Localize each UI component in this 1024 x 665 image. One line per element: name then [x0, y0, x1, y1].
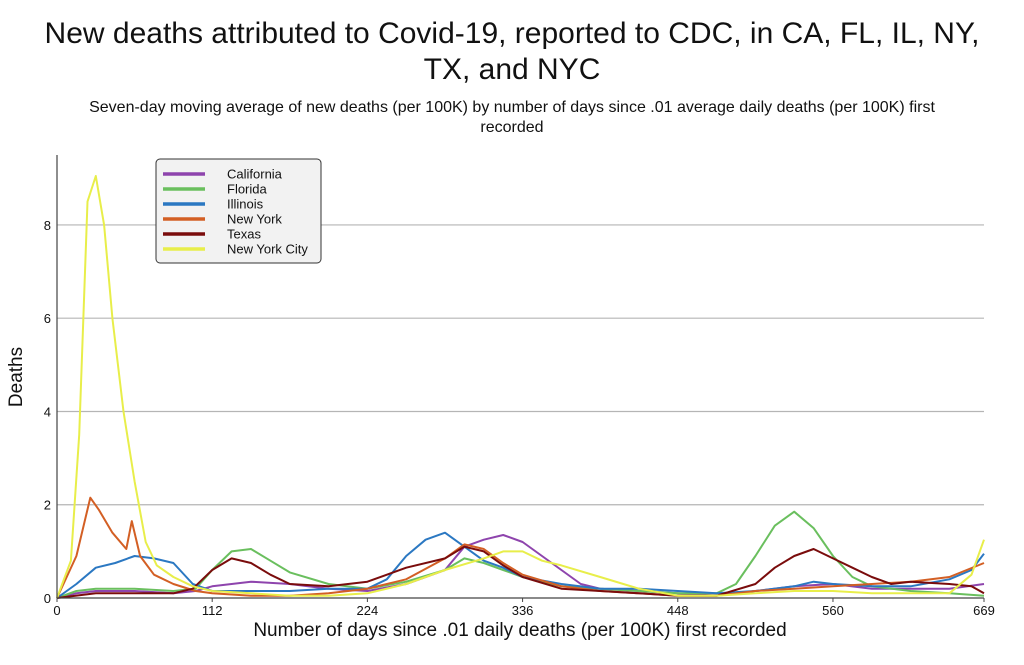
legend-label-california: California — [227, 167, 283, 182]
legend-label-new-york-city: New York City — [227, 242, 308, 257]
series-line-texas — [56, 545, 985, 599]
x-axis-label: Number of days since .01 daily deaths (p… — [253, 620, 786, 641]
y-tick-label: 2 — [44, 498, 51, 513]
legend-label-florida: Florida — [227, 182, 268, 197]
chart-subtitle-line1: Seven-day moving average of new deaths (… — [89, 99, 935, 116]
y-tick-label: 6 — [44, 311, 51, 326]
x-tick-label: 336 — [512, 603, 534, 618]
x-tick-label: 448 — [667, 603, 689, 618]
chart-title-line1: New deaths attributed to Covid-19, repor… — [44, 17, 980, 50]
x-tick-label: 669 — [973, 603, 995, 618]
series-line-new-york — [56, 496, 985, 599]
chart-subtitle: Seven-day moving average of new deaths (… — [0, 98, 1024, 138]
axes: 0 2 4 6 8 0 112 224 336 448 560 669 — [44, 155, 995, 618]
y-tick-label: 4 — [44, 404, 51, 419]
x-tick-label: 0 — [53, 603, 60, 618]
legend-label-new-york: New York — [227, 212, 282, 227]
chart-title: New deaths attributed to Covid-19, repor… — [0, 16, 1024, 88]
legend-label-illinois: Illinois — [227, 197, 264, 212]
grid-lines — [57, 224, 984, 506]
x-tick-label: 112 — [202, 603, 223, 618]
y-tick-label: 8 — [44, 218, 51, 233]
series-lines — [56, 175, 985, 599]
legend-label-texas: Texas — [227, 227, 261, 242]
legend-box — [155, 158, 322, 264]
y-tick-label: 0 — [44, 591, 51, 606]
x-tick-label: 224 — [357, 603, 379, 618]
x-tick-label: 560 — [822, 603, 844, 618]
chart-title-line2: TX, and NYC — [423, 53, 601, 86]
series-line-new-york-city — [56, 175, 985, 599]
y-axis-label: Deaths — [6, 347, 27, 407]
chart-subtitle-line2: recorded — [480, 119, 544, 136]
